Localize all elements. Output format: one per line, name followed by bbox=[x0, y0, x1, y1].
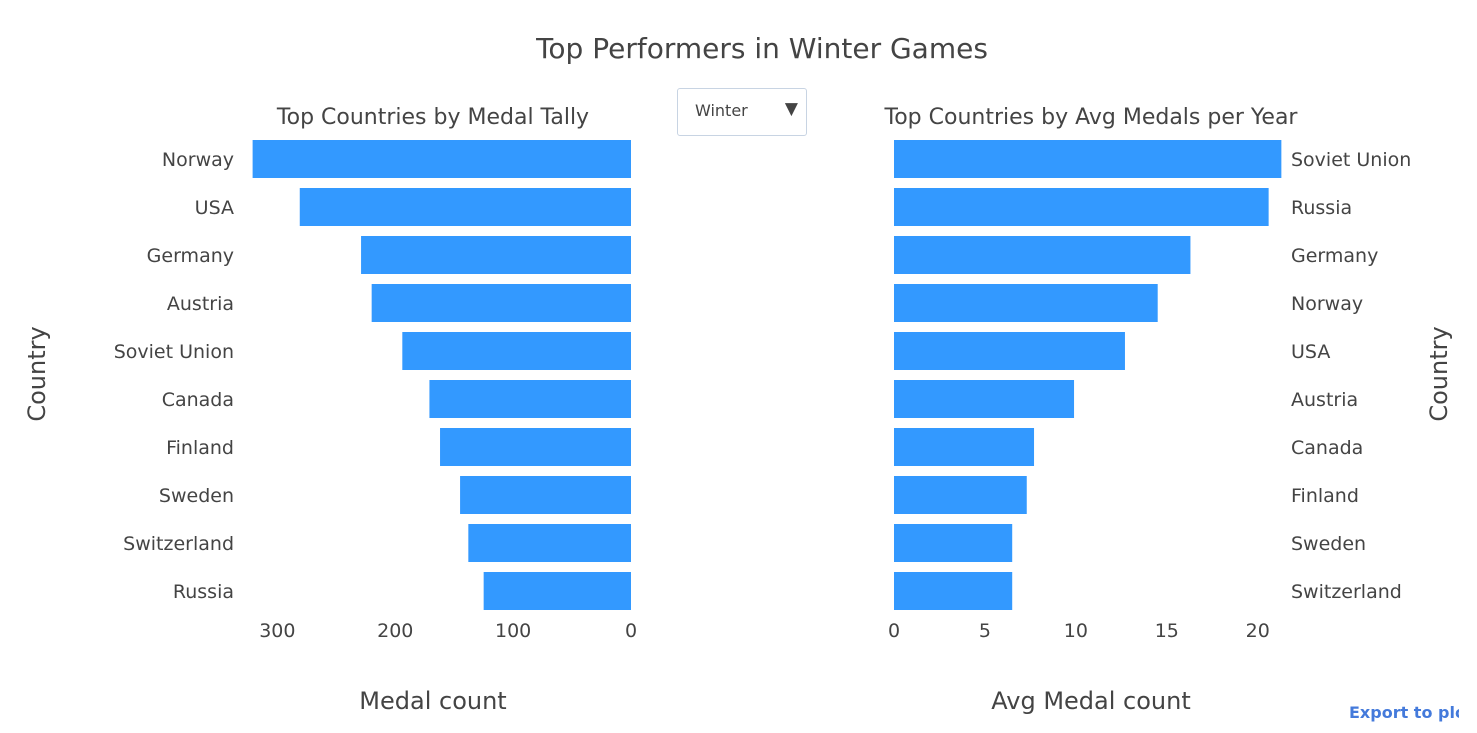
bar-finland[interactable] bbox=[894, 476, 1027, 514]
x-tick-label: 20 bbox=[1246, 620, 1270, 642]
season-dropdown[interactable]: Winter ▼ bbox=[677, 88, 807, 136]
bar-finland[interactable] bbox=[440, 428, 631, 466]
bar-usa[interactable] bbox=[299, 188, 631, 226]
category-label: Norway bbox=[162, 149, 234, 171]
category-label: Norway bbox=[1291, 293, 1363, 315]
category-label: Switzerland bbox=[1291, 581, 1402, 603]
category-label: Finland bbox=[1291, 485, 1359, 507]
category-label: Sweden bbox=[1291, 533, 1366, 555]
bar-soviet-union[interactable] bbox=[402, 332, 631, 370]
bar-soviet-union[interactable] bbox=[894, 140, 1282, 178]
bar-sweden[interactable] bbox=[894, 524, 1013, 562]
category-label: Switzerland bbox=[123, 533, 234, 555]
season-dropdown-value: Winter bbox=[695, 101, 748, 120]
x-tick-label: 100 bbox=[495, 620, 531, 642]
y-axis-title: Country bbox=[1425, 326, 1453, 421]
x-tick-label: 200 bbox=[377, 620, 413, 642]
x-tick-label: 0 bbox=[625, 620, 637, 642]
category-label: Austria bbox=[167, 293, 234, 315]
chevron-down-icon: ▼ bbox=[784, 99, 798, 119]
x-tick-label: 10 bbox=[1064, 620, 1088, 642]
x-tick-label: 0 bbox=[888, 620, 900, 642]
category-label: Canada bbox=[162, 389, 234, 411]
category-label: Canada bbox=[1291, 437, 1363, 459]
category-label: USA bbox=[1291, 341, 1330, 363]
bar-austria[interactable] bbox=[894, 380, 1075, 418]
bar-switzerland[interactable] bbox=[894, 572, 1013, 610]
chart-panel-2: Top Countries by Avg Medals per Year Sovi… bbox=[884, 105, 1453, 715]
chart-title: Top Countries by Avg Medals per Year bbox=[884, 105, 1299, 130]
bar-norway[interactable] bbox=[252, 140, 632, 178]
x-axis-title: Medal count bbox=[359, 687, 506, 715]
bar-usa[interactable] bbox=[894, 332, 1125, 370]
x-axis-title: Avg Medal count bbox=[991, 687, 1191, 715]
x-tick-label: 300 bbox=[259, 620, 295, 642]
category-label: Germany bbox=[1291, 245, 1378, 267]
category-label: Soviet Union bbox=[1291, 149, 1411, 171]
y-axis-title: Country bbox=[23, 326, 51, 421]
category-label: Russia bbox=[1291, 197, 1352, 219]
bar-norway[interactable] bbox=[894, 284, 1158, 322]
bar-switzerland[interactable] bbox=[468, 524, 631, 562]
export-link[interactable]: Export to plo bbox=[1349, 703, 1459, 722]
category-label: Russia bbox=[173, 581, 234, 603]
chart-panel-1: Top Countries by Medal Tally Norway USA Ger… bbox=[23, 105, 637, 715]
category-label: Finland bbox=[166, 437, 234, 459]
bar-russia[interactable] bbox=[483, 572, 631, 610]
bar-germany[interactable] bbox=[361, 236, 631, 274]
bar-canada[interactable] bbox=[894, 428, 1035, 466]
page-title: Top Performers in Winter Games bbox=[535, 32, 988, 65]
chart-title: Top Countries by Medal Tally bbox=[276, 105, 589, 130]
bar-austria[interactable] bbox=[371, 284, 631, 322]
bar-sweden[interactable] bbox=[460, 476, 631, 514]
category-label: Austria bbox=[1291, 389, 1358, 411]
category-label: Soviet Union bbox=[114, 341, 234, 363]
category-label: Sweden bbox=[159, 485, 234, 507]
bar-germany[interactable] bbox=[894, 236, 1191, 274]
x-tick-label: 15 bbox=[1155, 620, 1179, 642]
x-tick-label: 5 bbox=[979, 620, 991, 642]
bar-russia[interactable] bbox=[894, 188, 1269, 226]
category-label: Germany bbox=[147, 245, 234, 267]
category-label: USA bbox=[195, 197, 234, 219]
bar-canada[interactable] bbox=[429, 380, 631, 418]
